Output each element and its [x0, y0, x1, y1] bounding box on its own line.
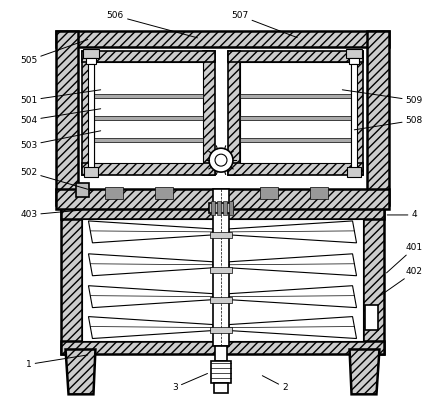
- Bar: [211, 201, 215, 215]
- Text: 1: 1: [26, 355, 88, 369]
- Polygon shape: [229, 316, 357, 338]
- Bar: [217, 201, 221, 215]
- Bar: [83, 48, 99, 58]
- Bar: [228, 50, 362, 62]
- Bar: [86, 58, 97, 64]
- Text: 501: 501: [20, 90, 101, 105]
- Bar: [94, 116, 203, 120]
- Bar: [155, 187, 173, 199]
- Polygon shape: [66, 350, 95, 394]
- Bar: [350, 50, 362, 175]
- Text: 503: 503: [20, 131, 101, 150]
- Polygon shape: [89, 254, 213, 276]
- Polygon shape: [350, 350, 380, 394]
- Bar: [82, 50, 215, 62]
- Text: 506: 506: [107, 11, 198, 38]
- Bar: [228, 50, 240, 175]
- Bar: [94, 62, 203, 163]
- Polygon shape: [89, 286, 213, 308]
- Bar: [223, 201, 227, 215]
- Text: 402: 402: [377, 267, 423, 298]
- Bar: [260, 187, 278, 199]
- Bar: [75, 183, 89, 197]
- Text: 401: 401: [386, 243, 423, 273]
- Bar: [215, 346, 227, 362]
- Bar: [240, 62, 350, 163]
- Text: 4: 4: [387, 210, 417, 220]
- Bar: [85, 167, 98, 177]
- Bar: [94, 94, 203, 98]
- Bar: [229, 201, 233, 215]
- Bar: [55, 30, 389, 46]
- Bar: [240, 138, 350, 142]
- Polygon shape: [89, 221, 213, 243]
- Text: 505: 505: [20, 40, 88, 65]
- Bar: [82, 219, 362, 340]
- Circle shape: [209, 148, 233, 172]
- Bar: [105, 187, 123, 199]
- Polygon shape: [229, 221, 357, 243]
- Bar: [365, 305, 378, 330]
- Bar: [55, 30, 78, 205]
- Polygon shape: [229, 254, 357, 276]
- Text: 504: 504: [20, 109, 101, 125]
- Text: 502: 502: [20, 168, 88, 189]
- Bar: [349, 58, 358, 64]
- Text: 508: 508: [354, 116, 423, 130]
- Bar: [350, 64, 357, 169]
- Bar: [214, 383, 228, 393]
- Text: 509: 509: [342, 90, 423, 105]
- Bar: [82, 163, 215, 175]
- Bar: [210, 232, 232, 238]
- Text: 403: 403: [20, 210, 80, 220]
- Bar: [240, 94, 350, 98]
- Bar: [213, 189, 229, 346]
- Bar: [55, 189, 389, 209]
- Polygon shape: [229, 286, 357, 308]
- Bar: [61, 205, 385, 219]
- Bar: [240, 116, 350, 120]
- Text: 507: 507: [231, 11, 297, 38]
- Bar: [368, 30, 389, 205]
- Bar: [346, 48, 361, 58]
- Bar: [346, 167, 361, 177]
- Bar: [228, 163, 362, 175]
- Bar: [82, 50, 94, 175]
- Bar: [94, 138, 203, 142]
- Bar: [210, 326, 232, 332]
- Bar: [210, 297, 232, 303]
- Polygon shape: [89, 316, 213, 338]
- Circle shape: [215, 154, 227, 166]
- Bar: [61, 205, 82, 354]
- Text: 2: 2: [262, 376, 288, 392]
- Bar: [362, 205, 385, 354]
- Bar: [211, 362, 231, 383]
- Bar: [209, 203, 233, 213]
- Text: 3: 3: [172, 374, 207, 392]
- Bar: [210, 267, 232, 273]
- Bar: [61, 340, 385, 354]
- Bar: [203, 50, 215, 175]
- Bar: [89, 64, 94, 169]
- Bar: [310, 187, 328, 199]
